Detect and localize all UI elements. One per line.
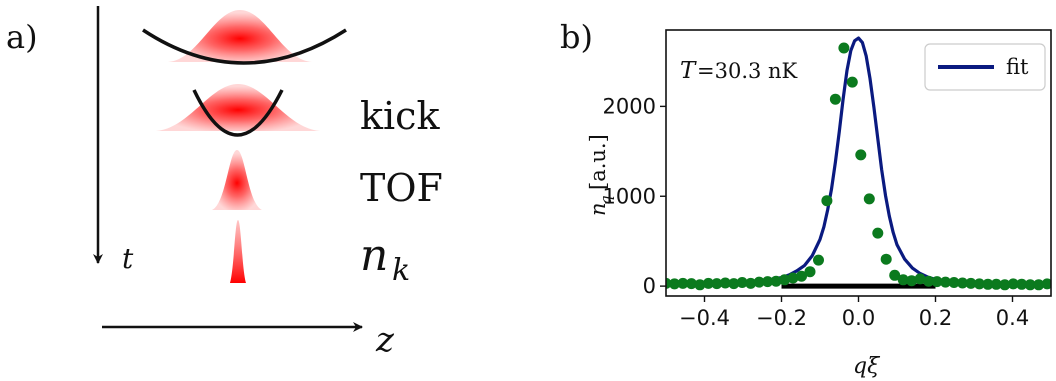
- data-point: [1033, 279, 1045, 291]
- y-axis-label: n q [a.u.]: [586, 134, 615, 216]
- temperature-symbol: T: [680, 58, 697, 84]
- data-point: [711, 278, 723, 290]
- space-axis-label: z: [375, 320, 395, 360]
- x-tick-label: −0.4: [679, 306, 730, 330]
- data-point: [957, 277, 968, 289]
- data-point: [719, 277, 731, 289]
- data-point: [1024, 279, 1036, 291]
- x-tick-label: 0.0: [842, 306, 875, 330]
- temperature-value: =30.3 nK: [697, 59, 798, 83]
- data-point: [1041, 278, 1051, 290]
- data-point: [846, 76, 858, 88]
- data-point: [940, 276, 951, 288]
- x-tick-label: −0.2: [756, 306, 807, 330]
- tof-label: TOF: [360, 166, 443, 210]
- data-point: [762, 276, 774, 288]
- data-point: [855, 149, 867, 161]
- data-point: [669, 278, 680, 290]
- tof-cloud: [212, 150, 262, 210]
- axis-ticks: −0.4 −0.2 0.0 0.2 0.4 0 1000 2000: [603, 94, 1030, 330]
- data-point: [770, 275, 782, 287]
- data-point: [779, 274, 791, 286]
- data-point: [694, 279, 706, 291]
- y-tick-label: 1000: [603, 184, 656, 208]
- kick-label: kick: [360, 94, 440, 138]
- plot-area: [666, 36, 1051, 291]
- data-point: [796, 270, 807, 282]
- data-point: [889, 269, 901, 281]
- y-axis-label-sub: q: [597, 195, 615, 205]
- data-point: [1016, 278, 1028, 290]
- data-point: [1007, 278, 1019, 290]
- time-axis-label: t: [122, 242, 134, 275]
- x-tick-label: 0.4: [996, 306, 1029, 330]
- data-point: [880, 253, 892, 265]
- panel-a: a) t z kick TOF n k: [6, 6, 443, 360]
- data-point: [897, 274, 909, 286]
- data-point: [829, 93, 841, 105]
- data-point: [973, 278, 985, 290]
- panel-a-label: a): [6, 18, 38, 56]
- data-point: [931, 276, 943, 288]
- data-point: [999, 279, 1011, 291]
- data-point: [923, 275, 935, 287]
- momentum-spike: [230, 220, 246, 283]
- y-axis-label-main: n: [586, 202, 610, 216]
- data-point: [804, 266, 816, 278]
- panel-b-label: b): [560, 18, 593, 56]
- data-point: [948, 277, 960, 288]
- trapped-cloud: [168, 10, 312, 62]
- data-point: [787, 272, 799, 284]
- trap-potential-curve: [142, 28, 347, 65]
- y-tick-label: 2000: [603, 94, 656, 118]
- data-point: [736, 277, 748, 288]
- data-point: [990, 278, 1002, 290]
- nk-label-main: n: [360, 230, 388, 281]
- legend-fit-label: fit: [1006, 55, 1029, 79]
- kicked-cloud: [156, 84, 320, 131]
- panel-b: b) n q [a.u.] qξ −0.4 −0.2 0.0 0.2 0.4 0 1000 2…: [560, 18, 1052, 379]
- data-point: [728, 278, 740, 290]
- data-point: [982, 278, 994, 290]
- data-point: [753, 276, 765, 288]
- data-point: [745, 277, 757, 289]
- data-point: [872, 227, 884, 239]
- data-point: [838, 42, 850, 54]
- data-point: [906, 275, 918, 287]
- data-point: [821, 195, 833, 207]
- data-point: [685, 278, 697, 290]
- y-tick-label: 0: [643, 274, 656, 298]
- x-axis-label: qξ: [853, 354, 881, 379]
- data-point: [914, 273, 926, 285]
- data-point: [702, 277, 714, 289]
- data-point: [863, 193, 875, 205]
- x-tick-label: 0.2: [919, 306, 952, 330]
- y-axis-label-unit: [a.u.]: [586, 134, 610, 190]
- plot-frame: [665, 29, 1052, 297]
- data-point: [813, 254, 824, 266]
- data-point: [965, 277, 977, 289]
- legend: fit: [924, 43, 1046, 91]
- data-point: [677, 277, 689, 289]
- kick-potential-curve: [192, 89, 284, 137]
- plot-series: [666, 36, 1051, 291]
- nk-label-sub: k: [392, 253, 410, 288]
